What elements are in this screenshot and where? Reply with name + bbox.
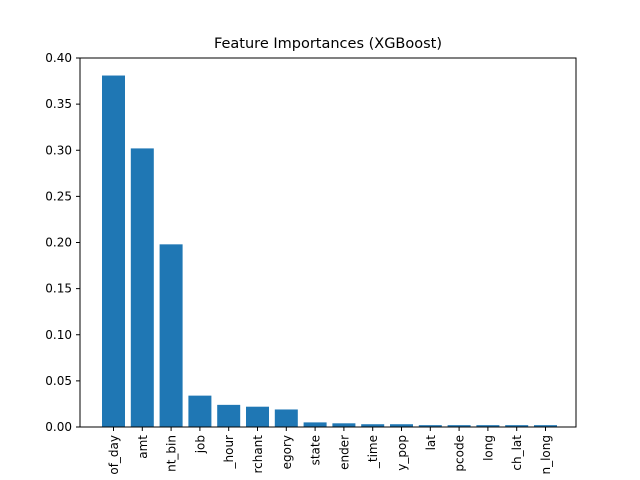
bar-amt <box>130 148 154 427</box>
bar-long <box>476 425 500 427</box>
bar-rchant <box>246 406 269 427</box>
x-tick-label: nt_bin <box>165 435 179 472</box>
chart-title: Feature Importances (XGBoost) <box>214 36 442 52</box>
y-tick-label: 0.35 <box>45 97 72 111</box>
y-tick-label: 0.05 <box>45 374 72 388</box>
x-tick-label: n_long <box>539 435 553 475</box>
x-tick-label: ch_lat <box>510 435 524 471</box>
bars-layer <box>102 75 557 427</box>
x-tick-label: pcode <box>453 435 467 472</box>
y-tick-label: 0.00 <box>45 420 72 434</box>
bar-time <box>361 424 385 427</box>
bar-ender <box>332 423 356 427</box>
y-axis: 0.00 0.05 0.10 0.15 0.20 0.25 0.30 0.35 0.40 <box>45 51 80 434</box>
y-tick-label: 0.30 <box>45 143 72 157</box>
x-tick-label: _time <box>366 435 380 469</box>
x-tick-label: rchant <box>251 435 265 474</box>
y-tick-label: 0.20 <box>45 236 72 250</box>
x-tick-label: state <box>309 435 323 465</box>
bar-job <box>188 395 212 427</box>
y-tick-label: 0.15 <box>45 282 72 296</box>
bar-hour <box>217 404 241 427</box>
plot-area-frame <box>79 57 577 428</box>
bar-n-long <box>534 425 557 427</box>
bar-ch-lat <box>505 425 529 427</box>
x-tick-label: long <box>481 435 495 461</box>
y-tick-label: 0.40 <box>45 51 72 65</box>
bar-state <box>303 422 327 427</box>
bar-lat <box>418 425 442 427</box>
bar-y-pop <box>390 424 413 427</box>
x-tick-label: egory <box>280 435 294 469</box>
bar-pcode <box>447 425 471 427</box>
bar-egory <box>274 409 298 427</box>
x-tick-label: lat <box>424 435 438 451</box>
x-tick-label: ender <box>337 435 351 470</box>
y-tick-label: 0.25 <box>45 189 72 203</box>
x-axis: of_day amt nt_bin job _hour rchant egory state e… <box>107 427 553 475</box>
bar-of-day <box>102 75 125 427</box>
x-tick-label: amt <box>136 435 150 459</box>
x-tick-label: _hour <box>222 435 236 470</box>
y-tick-label: 0.10 <box>45 328 72 342</box>
bar-nt-bin <box>159 244 183 427</box>
x-tick-label: of_day <box>107 435 121 475</box>
x-tick-label: y_pop <box>395 435 409 471</box>
x-tick-label: job <box>193 435 207 454</box>
